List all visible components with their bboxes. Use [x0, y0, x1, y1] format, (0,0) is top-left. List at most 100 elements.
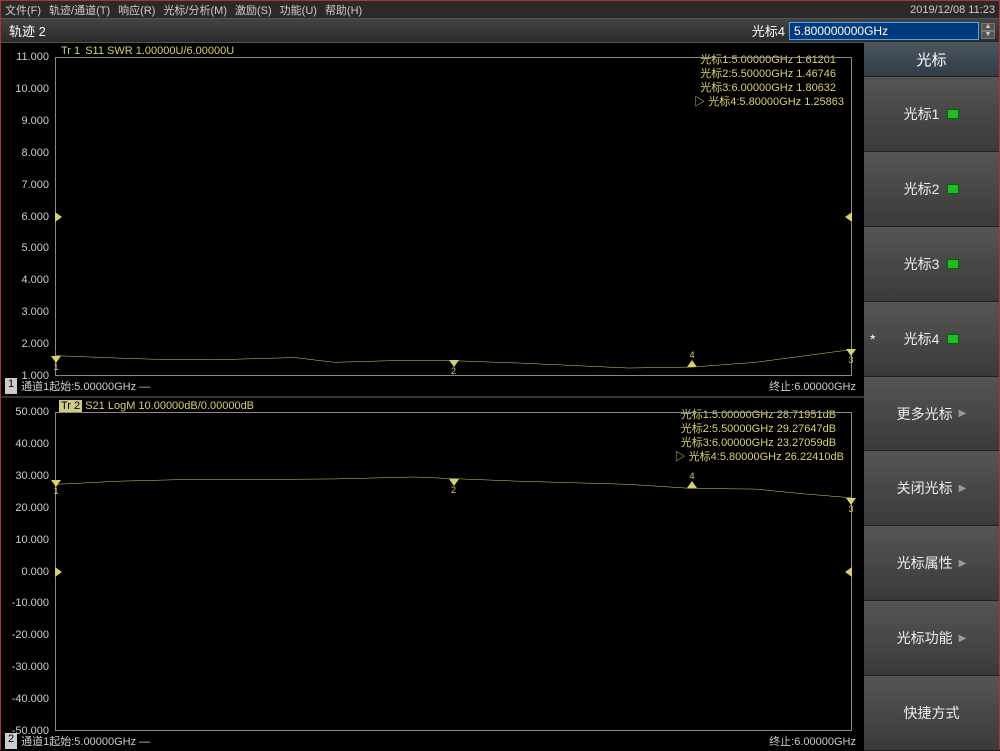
led-icon — [947, 259, 959, 269]
trace-marker-3[interactable]: 3 — [846, 498, 856, 514]
side-button-label: 更多光标 — [897, 404, 953, 424]
y-tick: 5.000 — [21, 242, 49, 254]
chart-canvas[interactable]: 1 2 3 4 — [55, 412, 852, 731]
menu-item[interactable]: 响应(R) — [118, 5, 155, 17]
trace-marker-4[interactable]: 4 — [687, 472, 697, 488]
side-panel: 光标 光标1 光标2 光标3 * 光标4 更多光标 ▶ 关闭光标 ▶ 光标属性 ▶ 光标功能 ▶ 快捷方式 — [864, 43, 999, 751]
y-tick: -40.000 — [12, 693, 49, 705]
marker-number: 2 — [451, 486, 456, 495]
led-icon — [947, 334, 959, 344]
freq-stepper[interactable]: ▲▼ — [981, 23, 995, 39]
marker-number: 2 — [451, 367, 456, 376]
marker-number: 1 — [53, 487, 58, 496]
y-tick: 30.000 — [15, 470, 49, 482]
marker-triangle-icon — [687, 360, 697, 367]
y-tick: 10.000 — [15, 534, 49, 546]
datetime: 2019/12/08 11:23 — [910, 4, 995, 16]
y-tick: 10.000 — [15, 83, 49, 95]
menu-item[interactable]: 轨迹/通道(T) — [49, 5, 110, 17]
start-freq: 起始:5.00000GHz — — [49, 733, 150, 749]
side-button-label: 光标属性 — [897, 553, 953, 573]
side-button-光标属性[interactable]: 光标属性 ▶ — [864, 526, 999, 601]
y-tick: 0.000 — [21, 566, 49, 578]
channel-label: 通道1 — [21, 733, 49, 749]
channel-badge: 2 — [5, 733, 17, 749]
menu-item[interactable]: 光标/分析(M) — [163, 5, 227, 17]
side-button-关闭光标[interactable]: 关闭光标 ▶ — [864, 451, 999, 526]
y-tick: 8.000 — [21, 147, 49, 159]
trace-label: 轨迹 2 — [9, 21, 46, 40]
plot-area: Tr 1 S11 SWR 1.00000U/6.00000U 光标1:5.000… — [1, 43, 864, 751]
side-button-label: 光标功能 — [897, 628, 953, 648]
trace-header: Tr 2 S21 LogM 10.00000dB/0.00000dB — [59, 400, 254, 412]
side-button-label: 快捷方式 — [904, 703, 960, 723]
chevron-right-icon: ▶ — [959, 558, 967, 569]
chevron-right-icon: ▶ — [959, 483, 967, 494]
y-tick: 6.000 — [21, 211, 49, 223]
marker-number: 3 — [848, 505, 853, 514]
marker-freq-input[interactable] — [789, 22, 979, 40]
side-button-光标4[interactable]: * 光标4 — [864, 302, 999, 377]
marker-number: 4 — [689, 472, 694, 481]
side-button-光标3[interactable]: 光标3 — [864, 227, 999, 302]
trace-marker-2[interactable]: 2 — [449, 360, 459, 376]
side-button-光标2[interactable]: 光标2 — [864, 152, 999, 227]
y-tick: 4.000 — [21, 274, 49, 286]
led-icon — [947, 184, 959, 194]
y-tick: 11.000 — [16, 51, 49, 63]
marker-number: 3 — [848, 356, 853, 365]
plot-0: Tr 1 S11 SWR 1.00000U/6.00000U 光标1:5.000… — [1, 43, 864, 398]
marker-number: 1 — [53, 363, 58, 372]
marker-number: 4 — [689, 351, 694, 360]
stop-freq: 终止:6.00000GHz — [769, 378, 856, 394]
trace-marker-3[interactable]: 3 — [846, 349, 856, 365]
chevron-right-icon: ▶ — [959, 633, 967, 644]
side-button-label: 光标2 — [904, 179, 940, 199]
plot-1: Tr 2 S21 LogM 10.00000dB/0.00000dB 光标1:5… — [1, 398, 864, 751]
start-freq: 起始:5.00000GHz — — [49, 378, 150, 394]
menu-item[interactable]: 功能(U) — [280, 5, 317, 17]
trace-header: Tr 1 S11 SWR 1.00000U/6.00000U — [59, 45, 234, 57]
y-tick: -30.000 — [12, 661, 49, 673]
led-icon — [947, 109, 959, 119]
y-tick: 50.000 — [15, 406, 49, 418]
y-tick: 7.000 — [21, 179, 49, 191]
trace-marker-1[interactable]: 1 — [51, 480, 61, 496]
top-bar: 轨迹 2 光标4 ▲▼ — [1, 19, 999, 43]
y-tick: 3.000 — [21, 306, 49, 318]
channel-label: 通道1 — [21, 378, 49, 394]
y-axis: 50.00040.00030.00020.00010.0000.000-10.0… — [1, 412, 53, 731]
plot-footer: 2通道1 起始:5.00000GHz — 终止:6.00000GHz — [5, 733, 856, 749]
channel-badge: 1 — [5, 378, 17, 394]
trace-marker-2[interactable]: 2 — [449, 479, 459, 495]
trace-marker-4[interactable]: 4 — [687, 351, 697, 367]
y-tick: -10.000 — [12, 597, 49, 609]
side-button-光标1[interactable]: 光标1 — [864, 77, 999, 152]
y-tick: -20.000 — [12, 629, 49, 641]
side-button-光标功能[interactable]: 光标功能 ▶ — [864, 601, 999, 676]
side-button-更多光标[interactable]: 更多光标 ▶ — [864, 377, 999, 452]
y-tick: 20.000 — [15, 502, 49, 514]
y-axis: 11.00010.0009.0008.0007.0006.0005.0004.0… — [1, 57, 53, 376]
chart-canvas[interactable]: 1 2 3 4 — [55, 57, 852, 376]
side-header: 光标 — [864, 43, 999, 77]
side-button-label: 光标4 — [904, 329, 940, 349]
side-button-label: 光标3 — [904, 254, 940, 274]
active-marker-label: 光标4 — [752, 21, 785, 40]
menu-item[interactable]: 帮助(H) — [325, 5, 362, 17]
trace-marker-1[interactable]: 1 — [51, 356, 61, 372]
marker-triangle-icon — [687, 481, 697, 488]
side-button-快捷方式[interactable]: 快捷方式 — [864, 676, 999, 751]
step-up-icon[interactable]: ▲ — [981, 23, 995, 31]
active-star-icon: * — [870, 331, 875, 347]
side-button-label: 关闭光标 — [897, 478, 953, 498]
step-down-icon[interactable]: ▼ — [981, 31, 995, 39]
stop-freq: 终止:6.00000GHz — [769, 733, 856, 749]
menu-item[interactable]: 激励(S) — [235, 5, 272, 17]
chevron-right-icon: ▶ — [959, 408, 967, 419]
side-button-label: 光标1 — [904, 104, 940, 124]
plot-footer: 1通道1 起始:5.00000GHz — 终止:6.00000GHz — [5, 378, 856, 394]
y-tick: 2.000 — [21, 338, 49, 350]
menu-item[interactable]: 文件(F) — [5, 5, 41, 17]
y-tick: 40.000 — [15, 438, 49, 450]
